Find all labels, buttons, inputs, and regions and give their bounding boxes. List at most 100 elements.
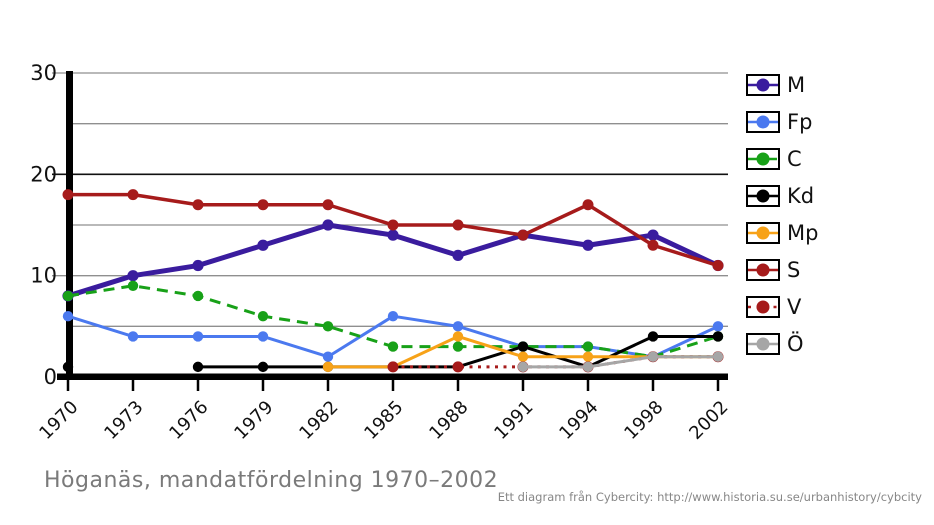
x-axis-label-2002: 2002: [685, 397, 732, 444]
data-point-S-1979: [257, 199, 269, 211]
x-tick-1979: [261, 380, 265, 391]
legend-label-C: C: [787, 147, 802, 171]
legend-marker-box-V: [746, 296, 780, 318]
data-point-C-1970: [62, 290, 74, 302]
x-axis: [57, 373, 728, 380]
legend-item-S: S: [746, 259, 818, 281]
chart-title: Höganäs, mandatfördelning 1970–2002: [44, 468, 499, 493]
data-point-S-1970: [62, 189, 74, 201]
data-point-Fp-1979: [257, 331, 269, 342]
data-point-Ö-2002: [712, 351, 724, 362]
legend-marker-box-Kd: [746, 185, 780, 207]
legend-label-V: V: [787, 295, 802, 319]
legend-marker-icon-C: [748, 152, 778, 166]
x-axis-label-1973: 1973: [100, 397, 147, 444]
x-axis-label-1970: 1970: [35, 397, 82, 444]
x-tick-1994: [586, 380, 590, 391]
legend-marker-box-C: [746, 148, 780, 170]
y-axis-label-10: 10: [30, 264, 57, 288]
x-tick-1976: [196, 380, 200, 391]
data-point-S-1985: [387, 219, 399, 231]
data-point-Fp-1976: [192, 331, 204, 342]
x-axis-label-1979: 1979: [230, 397, 277, 444]
legend-marker-icon-Mp: [748, 226, 778, 240]
data-point-C-1973: [127, 280, 139, 291]
x-axis-label-1998: 1998: [620, 397, 667, 444]
data-point-Fp-1982: [322, 351, 334, 362]
data-point-M-1982: [322, 219, 334, 231]
legend-marker-box-Ö: [746, 333, 780, 355]
data-point-V-1988: [452, 361, 464, 373]
data-point-Fp-1970: [62, 311, 74, 322]
legend-item-Kd: Kd: [746, 185, 818, 207]
x-tick-1991: [521, 380, 525, 391]
data-point-S-1976: [192, 199, 204, 211]
data-point-M-1988: [452, 249, 464, 261]
data-point-C-1985: [387, 341, 399, 352]
data-point-C-1976: [192, 290, 204, 302]
data-point-M-1998: [647, 229, 659, 241]
data-point-M-1994: [582, 239, 594, 251]
x-tick-1985: [391, 380, 395, 391]
x-axis-label-1994: 1994: [555, 397, 602, 444]
data-point-M-1973: [127, 270, 139, 282]
data-point-Kd-1970: [62, 361, 74, 373]
data-point-S-1994: [582, 199, 594, 211]
y-axis-label-20: 20: [30, 162, 57, 186]
chart-legend: M Fp C Kd Mp S V Ö: [746, 74, 818, 370]
y-axis: [66, 71, 73, 380]
data-point-Kd-1979: [257, 361, 269, 373]
x-axis-label-1991: 1991: [490, 397, 537, 444]
legend-label-Kd: Kd: [787, 184, 815, 208]
data-point-Kd-1976: [192, 361, 204, 373]
data-point-M-1976: [192, 259, 204, 272]
data-point-Mp-1988: [452, 331, 464, 342]
data-point-C-1979: [257, 311, 269, 322]
legend-marker-box-S: [746, 259, 780, 281]
x-tick-1970: [66, 380, 70, 391]
data-point-C-1994: [582, 341, 594, 352]
legend-label-Fp: Fp: [787, 110, 813, 134]
legend-marker-box-Fp: [746, 111, 780, 133]
data-point-M-1979: [257, 239, 269, 251]
x-tick-1982: [326, 380, 330, 391]
data-point-Fp-1985: [387, 311, 399, 322]
legend-label-Ö: Ö: [787, 332, 804, 356]
data-point-S-1998: [647, 239, 659, 251]
data-point-M-1985: [387, 229, 399, 241]
data-point-S-1982: [322, 199, 334, 211]
x-tick-1988: [456, 380, 460, 391]
data-point-Fp-2002: [712, 321, 724, 332]
data-point-Fp-1988: [452, 321, 464, 332]
data-point-Kd-1991: [517, 341, 529, 352]
data-point-Ö-1998: [647, 351, 659, 362]
data-point-Mp-1982: [322, 361, 334, 373]
x-axis-label-1976: 1976: [165, 397, 212, 444]
y-axis-label-30: 30: [30, 61, 57, 85]
legend-item-Fp: Fp: [746, 111, 818, 133]
data-point-S-1991: [517, 229, 529, 241]
legend-marker-icon-M: [748, 78, 778, 92]
legend-marker-icon-Ö: [748, 337, 778, 351]
legend-item-M: M: [746, 74, 818, 96]
legend-marker-icon-S: [748, 263, 778, 277]
x-axis-label-1988: 1988: [425, 397, 472, 444]
data-point-V-1985: [387, 361, 399, 373]
data-point-S-1973: [127, 189, 139, 201]
data-point-Mp-1991: [517, 351, 529, 362]
legend-marker-icon-Fp: [748, 115, 778, 129]
legend-label-Mp: Mp: [787, 221, 819, 245]
legend-marker-box-Mp: [746, 222, 780, 244]
data-point-S-1988: [452, 219, 464, 231]
data-point-C-1982: [322, 321, 334, 332]
x-tick-1998: [651, 380, 655, 391]
data-point-Kd-2002: [712, 331, 724, 342]
attribution-text: Ett diagram från Cybercity: http://www.h…: [497, 490, 922, 504]
data-point-Kd-1998: [647, 331, 659, 342]
legend-marker-icon-Kd: [748, 189, 778, 203]
legend-marker-icon-V: [748, 300, 778, 314]
data-point-C-1988: [452, 341, 464, 352]
x-tick-1973: [131, 380, 135, 391]
